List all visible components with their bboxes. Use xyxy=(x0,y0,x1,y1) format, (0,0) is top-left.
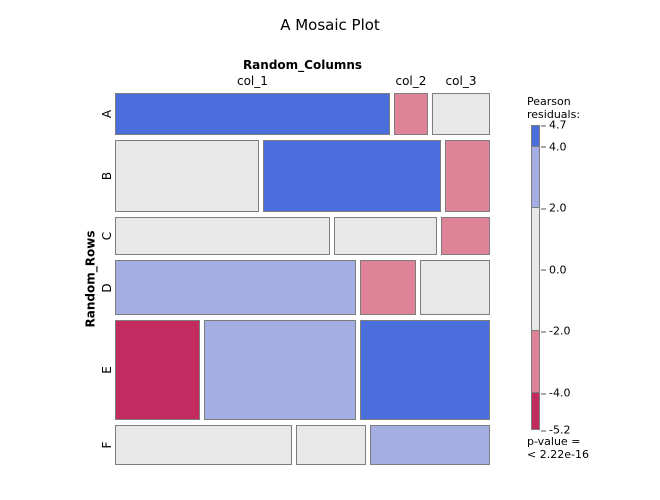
legend-color-bar xyxy=(531,125,540,430)
mosaic-tile xyxy=(115,260,357,316)
row-label: A xyxy=(100,109,114,119)
column-labels: col_1 col_2 col_3 xyxy=(115,74,490,89)
legend-segment xyxy=(531,146,540,209)
legend-segment xyxy=(531,393,540,430)
legend-segment xyxy=(531,125,540,147)
x-axis-title: Random_Columns xyxy=(242,58,363,72)
p-value-line1: p-value = xyxy=(527,435,581,448)
legend-tick-label: -2.0 xyxy=(540,324,571,338)
mosaic-tile xyxy=(115,139,259,213)
p-value-line2: < 2.22e-16 xyxy=(527,448,589,461)
row-label: F xyxy=(100,441,114,449)
row-label: D xyxy=(100,283,114,293)
legend-segment xyxy=(531,208,540,332)
mosaic-tile xyxy=(115,93,390,135)
mosaic-tile xyxy=(262,139,441,213)
mosaic-tile xyxy=(204,320,357,421)
column-label: col_2 xyxy=(395,74,427,88)
legend-tick-label: 0.0 xyxy=(541,263,567,277)
legend-tick-labels: 4.7 4.0 2.0 0.0 -2.0 -4.0 -5.2 xyxy=(540,119,589,437)
legend-tick-label: 2.0 xyxy=(541,201,567,215)
legend-title: Pearson residuals: xyxy=(527,95,580,121)
mosaic-tile xyxy=(295,425,366,465)
mosaic-tiles-area xyxy=(115,93,490,465)
legend-tick-label: 4.0 xyxy=(541,140,567,154)
legend-tick-label: 4.7 xyxy=(541,118,567,132)
mosaic-tile xyxy=(393,93,428,135)
mosaic-tile xyxy=(334,217,438,256)
mosaic-tile xyxy=(444,139,490,213)
mosaic-tile xyxy=(360,320,490,421)
mosaic-tile xyxy=(441,217,490,256)
mosaic-tile xyxy=(115,425,292,465)
legend-tick-label: -5.2 xyxy=(540,423,571,437)
legend-segment xyxy=(531,331,540,393)
legend-tick-label: -4.0 xyxy=(540,386,571,400)
mosaic-tile xyxy=(115,217,331,256)
row-label: B xyxy=(100,171,114,181)
column-label: col_1 xyxy=(236,74,268,88)
legend-title-line1: Pearson xyxy=(527,95,571,108)
row-label: E xyxy=(100,366,114,374)
p-value-label: p-value = < 2.22e-16 xyxy=(527,435,589,461)
column-label: col_3 xyxy=(445,74,477,88)
y-axis-title-text: Random_Rows xyxy=(83,230,97,328)
row-label: C xyxy=(100,232,114,241)
legend-title-line2: residuals: xyxy=(527,108,581,121)
chart-title: A Mosaic Plot xyxy=(280,16,380,34)
mosaic-tile xyxy=(420,260,490,316)
row-labels: A B C D E F xyxy=(100,93,114,465)
mosaic-tile xyxy=(115,320,201,421)
mosaic-tile xyxy=(432,93,490,135)
y-axis-title: Random_Rows xyxy=(82,93,98,465)
mosaic-tile xyxy=(369,425,490,465)
mosaic-tile xyxy=(360,260,417,316)
